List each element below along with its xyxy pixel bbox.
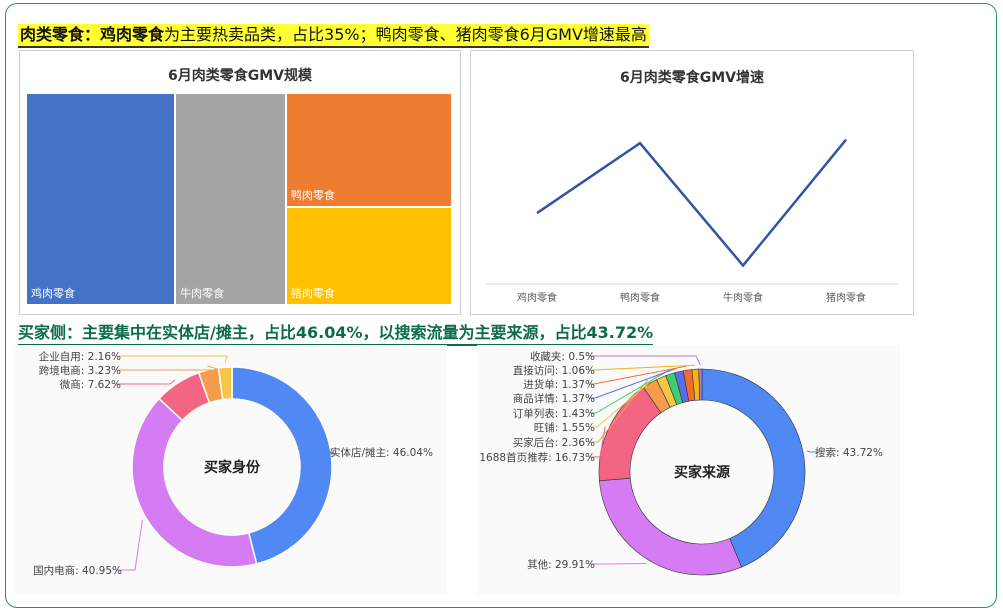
slice-label: 进货单: 1.37% (523, 378, 595, 391)
donut-slice (701, 368, 806, 568)
card-frame (5, 3, 997, 608)
treemap: 鸡肉零食 牛肉零食 鸭肉零食猪肉零食 (26, 93, 452, 305)
headline: 肉类零食：鸡肉零食为主要热卖品类，占比35%；鸭肉零食、猪肉零食6月GMV增速最… (18, 24, 649, 48)
x-tick-label: 牛肉零食 (723, 291, 763, 304)
leader-line (326, 451, 336, 455)
x-tick-label: 猪肉零食 (826, 291, 866, 304)
treemap-label: 牛肉零食 (180, 287, 225, 300)
slice-label: 其他: 29.91% (527, 558, 595, 571)
leader-line (589, 365, 688, 385)
slice-label: 旺铺: 1.55% (534, 421, 595, 434)
leader-line (116, 519, 143, 571)
buyer-source-donut: 搜索: 43.72% 其他: 29.91% 1688首页推荐: 16.73% 买家后台… (477, 345, 900, 595)
donut-center-title: 买家来源 (674, 464, 730, 481)
slice-label: 订单列表: 1.43% (513, 407, 595, 420)
slice-label: 买家后台: 2.36% (513, 436, 595, 449)
headline2: 买家侧：主要集中在实体店/摊主，占比46.04%，以搜索流量为主要来源，占比43… (18, 322, 654, 346)
treemap-cell[interactable]: 牛肉零食 (176, 94, 285, 304)
donut-slice (217, 366, 233, 401)
treemap-label: 鸡肉零食 (31, 287, 75, 300)
slice-label: 企业自用: 2.16% (39, 350, 121, 363)
x-tick-label: 鸭肉零食 (620, 291, 660, 304)
leader-line (589, 379, 649, 443)
slice-label: 商品详情: 1.37% (513, 392, 595, 405)
buyer-identity-donut: 实体店/摊主: 46.04% 国内电商: 40.95% 微商: 7.62%跨境电商:… (15, 345, 447, 595)
slice-label: 国内电商: 40.95% (33, 564, 122, 577)
leader-line (115, 355, 228, 364)
leader-line (115, 379, 176, 385)
headline-rest: 为主要热卖品类，占比35%；鸭肉零食、猪肉零食6月GMV增速最高 (164, 25, 647, 44)
leader-line (589, 426, 606, 458)
line-title: 6月肉类零食GMV增速 (620, 70, 764, 86)
slice-label: 实体店/摊主: 46.04% (330, 446, 433, 459)
donut-slice (231, 366, 333, 565)
slice-label: 收藏夹: 0.5% (530, 350, 595, 363)
x-tick-label: 鸡肉零食 (517, 291, 557, 304)
slice-label: 跨境电商: 3.23% (39, 364, 121, 377)
growth-line (536, 138, 847, 268)
donut-slice (131, 397, 258, 568)
leader-line (589, 364, 696, 371)
slice-label: 直接访问: 1.06% (513, 364, 595, 377)
treemap-label: 鸭肉零食 (290, 189, 335, 203)
treemap-cell[interactable]: 猪肉零食 (286, 208, 451, 304)
donut-center-title: 买家身份 (204, 459, 261, 476)
headline-bold: 肉类零食：鸡肉零食 (20, 25, 165, 44)
treemap-panel: 6月肉类零食GMV规模 鸡肉零食 牛肉零食 鸭肉零食猪肉零食 (19, 50, 461, 315)
leader-line (589, 369, 670, 414)
treemap-cell[interactable]: 鸭肉零食 (286, 94, 451, 207)
donut-slice (698, 368, 703, 401)
slice-label: 1688首页推荐: 16.73% (479, 451, 595, 464)
leader-line (589, 373, 660, 428)
line-panel: 6月肉类零食GMV增速 鸡肉零食 鸭肉零食 牛肉零食 猪肉零食 (470, 50, 914, 315)
leader-line (589, 355, 701, 366)
slice-label: 搜索: 43.72% (815, 446, 883, 459)
treemap-label: 猪肉零食 (290, 286, 335, 300)
treemap-title: 6月肉类零食GMV规模 (168, 68, 312, 84)
leader-line (589, 367, 679, 399)
slice-label: 微商: 7.62% (60, 378, 121, 391)
leader-line (589, 562, 647, 565)
leader-line (806, 450, 819, 453)
treemap-cell[interactable]: 鸡肉零食 (27, 94, 175, 304)
line-chart: 鸡肉零食 鸭肉零食 牛肉零食 猪肉零食 (485, 138, 899, 304)
